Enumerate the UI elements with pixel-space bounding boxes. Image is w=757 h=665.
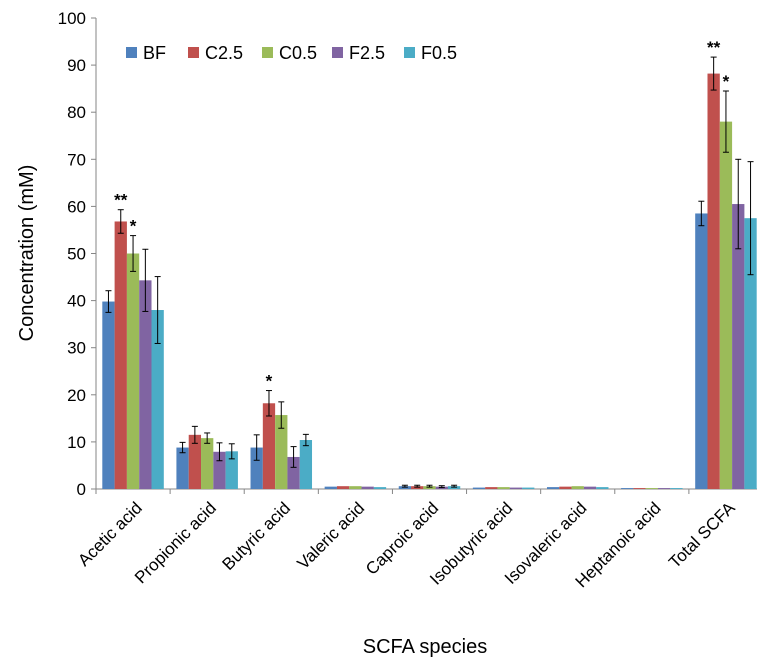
bar [213, 451, 226, 489]
axes [95, 18, 757, 490]
significance-marker: * [723, 72, 730, 91]
bar [176, 447, 189, 489]
legend-label: F0.5 [421, 43, 457, 63]
legend-swatch [188, 47, 199, 58]
legend-swatch [332, 47, 343, 58]
legend-label: C0.5 [279, 43, 317, 63]
legend-swatch [262, 47, 273, 58]
bar [485, 487, 498, 489]
bar [695, 213, 708, 489]
x-tick-label: Caproic acid [362, 498, 442, 578]
bar [719, 121, 733, 490]
bar [361, 486, 374, 489]
bar [262, 403, 276, 489]
bar [571, 486, 584, 489]
bar [275, 415, 288, 489]
bar [126, 253, 140, 489]
legend-swatch [404, 47, 415, 58]
y-tick-label: 70 [67, 150, 86, 169]
bar [336, 486, 350, 489]
y-tick-label: 30 [67, 339, 86, 358]
y-tick-label: 10 [67, 433, 86, 452]
bar [559, 486, 572, 489]
x-tick-label: Total SCFA [665, 498, 739, 572]
legend-label: C2.5 [205, 43, 243, 63]
bar [472, 487, 486, 489]
bar [657, 488, 671, 489]
significance-annotations: ******* [114, 38, 729, 390]
bar [299, 440, 313, 489]
significance-marker: ** [707, 38, 721, 57]
x-tick-label: Valeric acid [294, 498, 369, 573]
bar [670, 488, 683, 489]
y-tick-label: 50 [67, 245, 86, 264]
bar [201, 438, 214, 489]
bars [95, 56, 757, 494]
y-tick-label: 20 [67, 386, 86, 405]
y-tick-label: 100 [58, 9, 86, 28]
bar [522, 487, 535, 489]
y-axis-title: Concentration (mM) [16, 165, 38, 342]
y-tick-label: 80 [67, 103, 86, 122]
bar [349, 486, 362, 489]
x-tick-label: Butyric acid [219, 498, 295, 574]
y-tick-label: 40 [67, 292, 86, 311]
x-axis-title: SCFA species [363, 636, 488, 658]
bar [707, 73, 720, 489]
bar [645, 488, 658, 489]
legend: BF C2.5 C0.5 F2.5 F0.5 [126, 43, 457, 63]
bar [250, 447, 263, 489]
bar [497, 487, 510, 489]
bar [373, 487, 387, 489]
bar [139, 280, 152, 489]
bar [732, 204, 745, 490]
bar [188, 434, 202, 489]
x-tick-label: Acetic acid [74, 498, 146, 570]
y-ticks: 0 10 20 30 40 50 60 70 80 90 100 [58, 9, 96, 499]
bar [583, 486, 597, 489]
bar [546, 487, 560, 489]
y-tick-label: 60 [67, 197, 86, 216]
bar [225, 451, 238, 489]
significance-marker: ** [114, 191, 128, 210]
bar [621, 488, 634, 489]
legend-label: F2.5 [349, 43, 385, 63]
bar [596, 487, 609, 489]
bar [102, 301, 115, 489]
bar [324, 486, 337, 489]
legend-label: BF [143, 43, 166, 63]
significance-marker: * [266, 372, 273, 391]
bar [151, 310, 164, 489]
bar [114, 221, 127, 490]
bar [633, 488, 646, 489]
y-tick-label: 90 [67, 56, 86, 75]
bar [509, 487, 523, 489]
legend-swatch [126, 47, 137, 58]
bar [744, 218, 757, 490]
y-tick-label: 0 [77, 480, 86, 499]
bar [287, 456, 300, 489]
significance-marker: * [130, 217, 137, 236]
